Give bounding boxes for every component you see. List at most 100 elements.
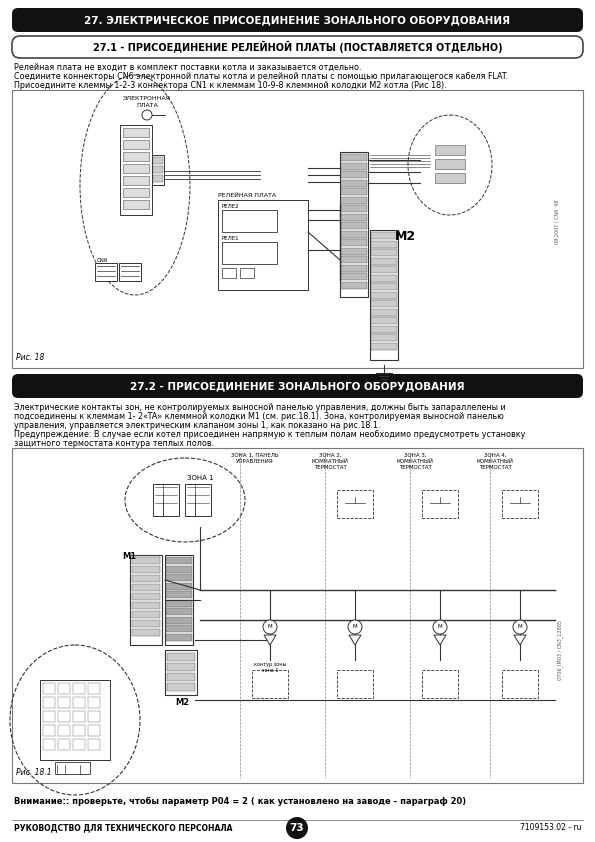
Text: защитного термостата контура теплых полов.: защитного термостата контура теплых поло… [14, 439, 214, 448]
Bar [88, 725, 100, 736]
Text: M: M [353, 625, 358, 630]
Bar [165, 555, 193, 645]
Bar [240, 268, 254, 278]
Ellipse shape [125, 458, 245, 542]
Text: контур зоны
зона 1: контур зоны зона 1 [254, 662, 286, 673]
Bar [371, 266, 397, 273]
Bar [371, 249, 397, 256]
Bar [341, 256, 367, 263]
Bar [341, 281, 367, 289]
Bar [43, 683, 55, 694]
Bar [502, 670, 538, 698]
Bar [341, 205, 367, 212]
Text: РЕЛЕЙНАЯ ПЛАТА: РЕЛЕЙНАЯ ПЛАТА [218, 193, 276, 198]
Bar [58, 725, 70, 736]
Bar [371, 291, 397, 299]
Bar [166, 600, 192, 606]
Bar [58, 683, 70, 694]
Bar [371, 258, 397, 264]
Bar [371, 334, 397, 341]
Bar [341, 196, 367, 204]
Bar [73, 683, 85, 694]
Bar [95, 263, 117, 281]
Bar [132, 593, 160, 600]
Bar [341, 264, 367, 271]
Bar [58, 739, 70, 750]
Text: 27. ЭЛЕКТРИЧЕСКОЕ ПРИСОЕДИНЕНИЕ ЗОНАЛЬНОГО ОБОРУДОВАНИЯ: 27. ЭЛЕКТРИЧЕСКОЕ ПРИСОЕДИНЕНИЕ ЗОНАЛЬНО… [84, 15, 511, 25]
Bar [422, 490, 458, 518]
Bar [222, 210, 277, 232]
Bar [123, 188, 149, 197]
Bar [167, 683, 195, 691]
Text: M: M [268, 625, 273, 630]
Bar [153, 175, 163, 182]
Bar [341, 171, 367, 178]
Bar [371, 274, 397, 281]
Text: ЗОНА 3,
КОМНАТНЫЙ
ТЕРМОСТАТ: ЗОНА 3, КОМНАТНЫЙ ТЕРМОСТАТ [396, 453, 434, 470]
Bar [222, 268, 236, 278]
Bar [73, 697, 85, 708]
Bar [43, 725, 55, 736]
Bar [120, 125, 152, 215]
Bar [132, 611, 160, 618]
Bar [132, 602, 160, 609]
Bar [88, 697, 100, 708]
Text: РЕЛЕ2: РЕЛЕ2 [222, 204, 240, 209]
Bar [58, 711, 70, 722]
Bar [88, 711, 100, 722]
Bar [123, 200, 149, 209]
Bar [422, 670, 458, 698]
Bar [341, 231, 367, 237]
Bar [73, 725, 85, 736]
Text: ЗОНА 1: ЗОНА 1 [187, 475, 214, 481]
Bar [130, 555, 162, 645]
Polygon shape [514, 635, 526, 645]
Text: M: M [518, 625, 522, 630]
Polygon shape [349, 635, 361, 645]
Text: 27.1 - ПРИСОЕДИНЕНИЕ РЕЛЕЙНОЙ ПЛАТЫ (ПОСТАВЛЯЕТСЯ ОТДЕЛЬНО): 27.1 - ПРИСОЕДИНЕНИЕ РЕЛЕЙНОЙ ПЛАТЫ (ПОС… [93, 41, 502, 53]
Text: 0706_IM03 / CN3_12805: 0706_IM03 / CN3_12805 [557, 620, 563, 680]
Bar [123, 152, 149, 161]
Bar [371, 300, 397, 307]
Bar [341, 163, 367, 169]
Bar [123, 176, 149, 185]
Bar [337, 670, 373, 698]
Text: Внимание:: проверьте, чтобы параметр Р04 = 2 ( как установлено на заводе - параг: Внимание:: проверьте, чтобы параметр Р04… [14, 797, 466, 806]
Bar [252, 670, 288, 698]
Bar [185, 484, 211, 516]
Bar [73, 711, 85, 722]
FancyBboxPatch shape [12, 374, 583, 398]
Bar [341, 239, 367, 246]
Text: Рис. 18: Рис. 18 [16, 353, 45, 362]
Text: подсоединены к клеммам 1- 2«TA» клеммной колодки M1 (см. рис.18.1). Зона, контро: подсоединены к клеммам 1- 2«TA» клеммной… [14, 412, 504, 421]
Text: Соедините коннекторы CN6 электронной платы котла и релейной платы с помощью прил: Соедините коннекторы CN6 электронной пла… [14, 72, 508, 81]
Bar [153, 166, 163, 173]
Bar [167, 653, 195, 661]
Bar [166, 608, 192, 615]
Circle shape [348, 620, 362, 634]
Bar [132, 584, 160, 591]
Text: Электрические контакты зон, не контролируемых выносной панелью управления, должн: Электрические контакты зон, не контролир… [14, 403, 506, 412]
Bar [166, 574, 192, 581]
Bar [502, 490, 538, 518]
Bar [40, 680, 110, 760]
Bar [371, 232, 397, 239]
Bar [132, 575, 160, 582]
Text: 09-2007 / CN6  48: 09-2007 / CN6 48 [555, 200, 559, 244]
Bar [166, 583, 192, 589]
Text: управления, управляется электрическим клапаном зоны 1, как показано на рис.18.1.: управления, управляется электрическим кл… [14, 421, 380, 430]
Bar [88, 683, 100, 694]
Text: M: M [438, 625, 442, 630]
Bar [55, 762, 90, 774]
Circle shape [286, 817, 308, 839]
Bar [341, 188, 367, 195]
Bar [435, 173, 465, 183]
Bar [341, 222, 367, 229]
Text: Рис. 18.1: Рис. 18.1 [16, 768, 52, 777]
Bar [166, 566, 192, 573]
Bar [435, 145, 465, 155]
Text: M2: M2 [395, 230, 416, 243]
Bar [167, 663, 195, 671]
Text: 7109153.02 - ru: 7109153.02 - ru [519, 823, 581, 833]
Bar [337, 490, 373, 518]
